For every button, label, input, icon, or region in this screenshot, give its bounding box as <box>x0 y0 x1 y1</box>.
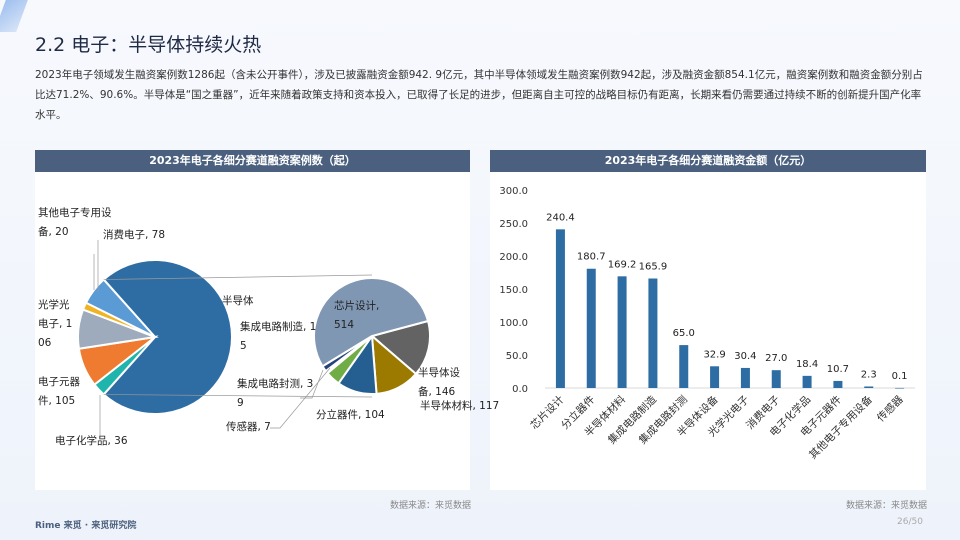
y-tick-label-4: 200.0 <box>499 252 528 263</box>
bar-value-label-6: 32.9 <box>703 349 725 360</box>
y-tick-label-2: 100.0 <box>499 318 528 329</box>
bar-value-label-11: 2.3 <box>861 369 877 380</box>
source-note-left: 数据来源：来觅数据 <box>390 501 472 511</box>
page-number: 26/50 <box>897 517 923 527</box>
pie-label-光学光电子: 光学光电子, 106 <box>38 299 73 349</box>
y-tick-label-6: 300.0 <box>499 186 528 197</box>
connector-line-top <box>103 274 373 280</box>
bar-7 <box>740 367 750 388</box>
source-note-right: 数据来源：来觅数据 <box>846 501 928 511</box>
bar-2 <box>586 268 596 388</box>
footer-logo: Rime 来觅 · 来觅研究院 <box>35 521 137 531</box>
bar-value-label-8: 27.0 <box>765 353 787 364</box>
pie-slice-1 <box>102 259 233 415</box>
bar-chart-title: 2023年电子各细分赛道融资金额（亿元） <box>490 150 926 172</box>
sub-pie-slice-7 <box>313 277 430 368</box>
sub-pie-label-芯片设计: 芯片设计, 514 <box>334 300 380 331</box>
sub-pie-label-传感器: 传感器, 7 <box>226 421 271 433</box>
bar-1 <box>555 229 565 388</box>
pie-label-半导体: 半导体 <box>222 295 254 307</box>
y-tick-label-5: 250.0 <box>499 219 528 230</box>
bar-12 <box>895 387 905 389</box>
y-tick-label-0: 0.0 <box>512 384 528 395</box>
bar-6 <box>710 366 720 388</box>
sub-pie-slice-1 <box>369 319 431 376</box>
leader-line-4 <box>300 369 324 399</box>
bar-value-label-4: 165.9 <box>639 262 668 273</box>
pie-label-电子元器件: 电子元器件, 105 <box>38 376 80 407</box>
bar-10 <box>833 380 843 388</box>
bar-value-label-5: 65.0 <box>673 328 695 339</box>
bar-value-label-12: 0.1 <box>892 371 908 382</box>
y-tick-label-1: 50.0 <box>506 351 528 362</box>
bar-3 <box>617 276 627 388</box>
bar-8 <box>771 370 781 388</box>
connector-line-bottom <box>103 394 373 398</box>
pie-label-其他电子专用设备: 其他电子专用设备, 20 <box>38 207 112 238</box>
bar-5 <box>679 345 689 388</box>
pie-label-消费电子: 消费电子, 78 <box>103 229 166 241</box>
bar-value-label-7: 30.4 <box>734 351 756 362</box>
sub-pie-label-集成电路封测: 集成电路封测, 39 <box>237 378 314 409</box>
y-tick-label-3: 150.0 <box>499 285 528 296</box>
bar-11 <box>864 386 874 388</box>
x-tick-label-12: 传感器 <box>874 393 906 425</box>
bar-value-label-9: 18.4 <box>796 359 818 370</box>
sub-pie-label-集成电路制造: 集成电路制造, 15 <box>240 321 317 352</box>
bar-value-label-1: 240.4 <box>546 212 575 223</box>
pie-chart-title: 2023年电子各细分赛道融资案例数（起） <box>35 150 470 172</box>
sub-pie-label-半导体材料: 半导体材料, 117 <box>420 400 500 412</box>
page-title: 2.2 电子：半导体持续火热 <box>35 34 262 56</box>
bar-value-label-3: 169.2 <box>608 259 637 270</box>
pie-slice-6 <box>84 278 156 338</box>
pie-label-电子化学品: 电子化学品, 36 <box>55 435 128 447</box>
sub-pie-label-半导体设备: 半导体设备, 146 <box>418 367 460 398</box>
bar-9 <box>802 375 812 388</box>
bar-value-label-10: 10.7 <box>827 364 849 375</box>
sub-pie-label-分立器件: 分立器件, 104 <box>316 409 385 421</box>
bar-4 <box>648 278 658 388</box>
leader-line-5 <box>270 367 331 429</box>
bar-value-label-2: 180.7 <box>577 252 606 263</box>
intro-paragraph: 2023年电子领域发生融资案例数1286起（含未公开事件），涉及已披露融资金额9… <box>35 69 923 121</box>
